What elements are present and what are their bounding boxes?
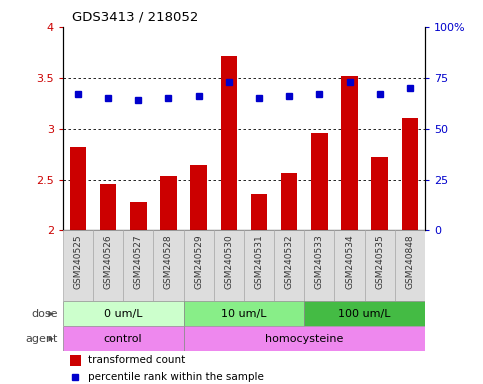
Text: percentile rank within the sample: percentile rank within the sample <box>88 372 264 382</box>
Bar <box>154 230 184 301</box>
Bar <box>311 133 327 230</box>
Bar <box>70 147 86 230</box>
Text: dose: dose <box>31 309 58 319</box>
Text: transformed count: transformed count <box>88 356 185 366</box>
Bar <box>100 184 116 230</box>
Bar <box>244 230 274 301</box>
Bar <box>63 301 184 326</box>
Bar <box>395 230 425 301</box>
Text: GSM240528: GSM240528 <box>164 234 173 289</box>
Bar <box>304 301 425 326</box>
Text: GSM240529: GSM240529 <box>194 234 203 289</box>
Bar <box>184 326 425 351</box>
Text: GDS3413 / 218052: GDS3413 / 218052 <box>72 10 199 23</box>
Bar <box>213 230 244 301</box>
Text: 100 um/L: 100 um/L <box>339 309 391 319</box>
Bar <box>281 174 298 230</box>
Bar <box>334 230 365 301</box>
Text: GSM240525: GSM240525 <box>73 234 83 289</box>
Text: GSM240526: GSM240526 <box>103 234 113 289</box>
Bar <box>93 230 123 301</box>
Bar <box>63 230 93 301</box>
Text: GSM240527: GSM240527 <box>134 234 143 289</box>
Bar <box>251 194 267 230</box>
Text: GSM240530: GSM240530 <box>224 234 233 289</box>
Text: 0 um/L: 0 um/L <box>104 309 142 319</box>
Bar <box>402 118 418 230</box>
Text: GSM240534: GSM240534 <box>345 234 354 289</box>
Text: GSM240848: GSM240848 <box>405 234 414 289</box>
Text: GSM240533: GSM240533 <box>315 234 324 289</box>
Bar <box>63 326 184 351</box>
Bar <box>221 56 237 230</box>
Text: control: control <box>104 334 142 344</box>
Bar <box>274 230 304 301</box>
Text: 10 um/L: 10 um/L <box>221 309 267 319</box>
Bar <box>304 230 334 301</box>
Bar <box>371 157 388 230</box>
Bar <box>184 301 304 326</box>
Bar <box>70 355 81 366</box>
Bar <box>160 177 177 230</box>
Bar <box>130 202 146 230</box>
Bar <box>341 76 358 230</box>
Bar <box>184 230 213 301</box>
Bar <box>190 165 207 230</box>
Bar <box>123 230 154 301</box>
Text: homocysteine: homocysteine <box>265 334 343 344</box>
Bar <box>365 230 395 301</box>
Text: GSM240531: GSM240531 <box>255 234 264 289</box>
Text: agent: agent <box>26 334 58 344</box>
Text: GSM240535: GSM240535 <box>375 234 384 289</box>
Text: GSM240532: GSM240532 <box>284 234 294 289</box>
